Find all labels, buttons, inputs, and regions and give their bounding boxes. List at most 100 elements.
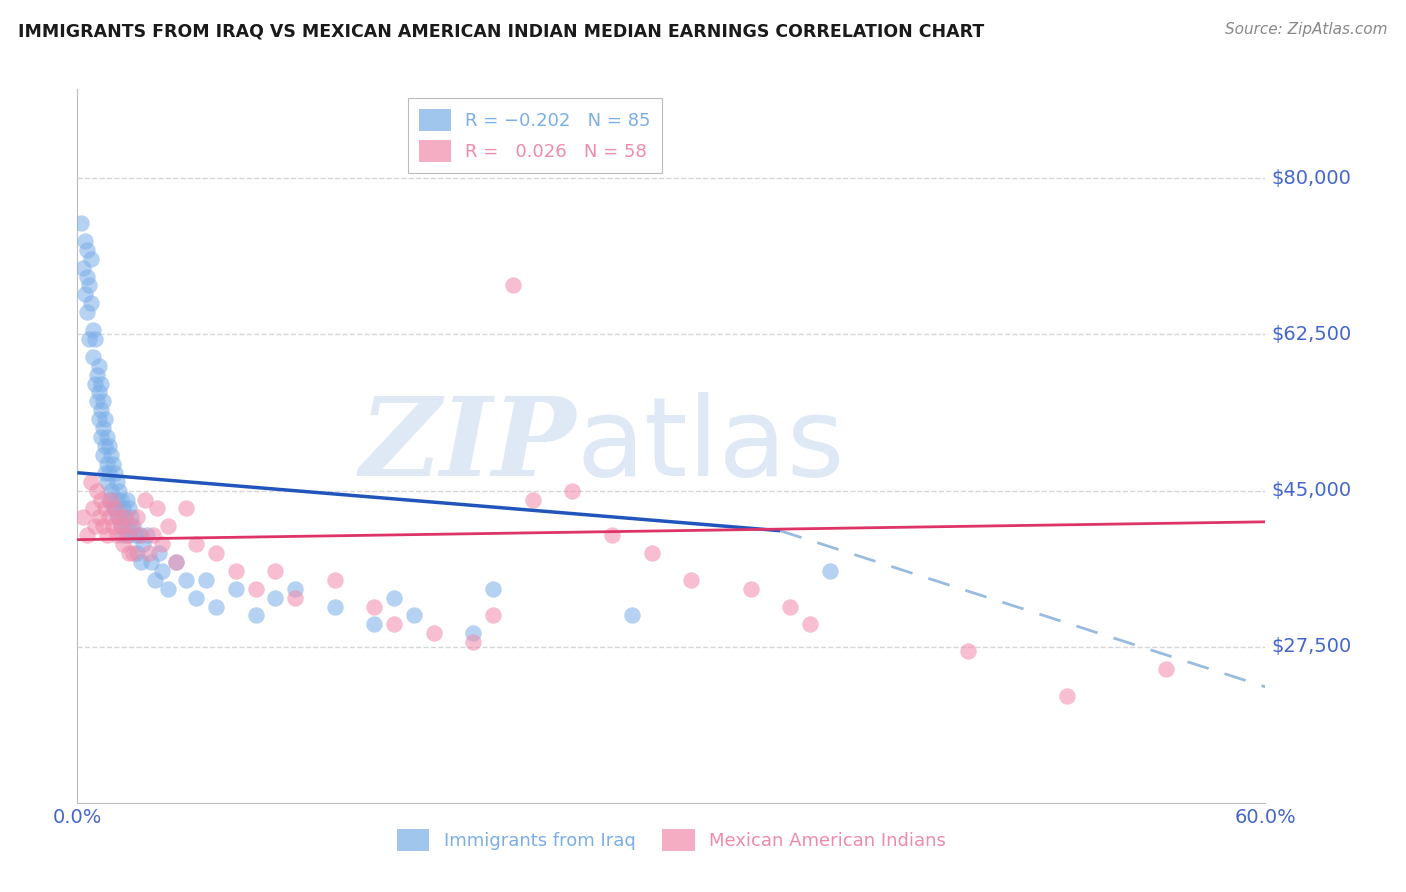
Point	[382, 617, 405, 632]
Point	[101, 519, 124, 533]
Point	[90, 376, 112, 391]
Point	[82, 350, 104, 364]
Point	[482, 608, 505, 623]
Point	[94, 439, 117, 453]
Point	[108, 483, 131, 498]
Point	[98, 466, 121, 480]
Text: $27,500: $27,500	[1271, 637, 1351, 657]
Point	[108, 510, 131, 524]
Point	[482, 582, 505, 596]
Point	[363, 617, 385, 632]
Point	[245, 608, 267, 623]
Point	[640, 546, 662, 560]
Point	[70, 216, 93, 230]
Point	[76, 243, 98, 257]
Point	[80, 475, 103, 489]
Point	[105, 510, 128, 524]
Point	[94, 501, 117, 516]
Point	[118, 501, 141, 516]
Point	[90, 403, 112, 417]
Point	[152, 564, 174, 578]
Point	[82, 323, 104, 337]
Point	[84, 376, 107, 391]
Point	[105, 528, 128, 542]
Point	[98, 439, 121, 453]
Point	[110, 492, 132, 507]
Point	[120, 519, 142, 533]
Point	[152, 537, 174, 551]
Point	[84, 519, 107, 533]
Point	[84, 332, 107, 346]
Point	[502, 278, 524, 293]
Text: Source: ZipAtlas.com: Source: ZipAtlas.com	[1225, 22, 1388, 37]
Point	[72, 510, 94, 524]
Point	[205, 599, 228, 614]
Text: $80,000: $80,000	[1271, 169, 1351, 188]
Point	[96, 457, 118, 471]
Point	[91, 448, 114, 462]
Point	[145, 501, 167, 516]
Point	[104, 501, 127, 516]
Point	[463, 626, 485, 640]
Point	[131, 537, 153, 551]
Point	[108, 510, 131, 524]
Point	[142, 528, 165, 542]
Text: atlas: atlas	[576, 392, 845, 500]
Point	[87, 510, 110, 524]
Point	[75, 234, 97, 248]
Point	[121, 519, 143, 533]
Point	[120, 510, 142, 524]
Point	[111, 537, 134, 551]
Point	[76, 269, 98, 284]
Point	[135, 528, 157, 542]
Point	[402, 608, 425, 623]
Point	[148, 546, 170, 560]
Point	[77, 278, 100, 293]
Point	[91, 421, 114, 435]
Point	[91, 519, 114, 533]
Point	[121, 546, 143, 560]
Point	[284, 582, 307, 596]
Point	[1156, 662, 1178, 676]
Point	[101, 457, 124, 471]
Point	[96, 475, 118, 489]
Point	[86, 394, 108, 409]
Point	[118, 546, 141, 560]
Point	[165, 555, 187, 569]
Legend: Immigrants from Iraq, Mexican American Indians: Immigrants from Iraq, Mexican American I…	[389, 822, 953, 858]
Point	[129, 528, 152, 542]
Point	[105, 492, 128, 507]
Point	[90, 430, 112, 444]
Point	[98, 510, 121, 524]
Point	[104, 501, 127, 516]
Point	[105, 475, 128, 489]
Point	[96, 430, 118, 444]
Point	[205, 546, 228, 560]
Point	[134, 492, 156, 507]
Point	[110, 519, 132, 533]
Point	[87, 385, 110, 400]
Point	[125, 546, 148, 560]
Point	[72, 260, 94, 275]
Point	[138, 546, 160, 560]
Point	[94, 466, 117, 480]
Point	[86, 483, 108, 498]
Point	[75, 287, 97, 301]
Point	[77, 332, 100, 346]
Point	[115, 492, 138, 507]
Point	[561, 483, 583, 498]
Point	[128, 528, 150, 542]
Point	[76, 528, 98, 542]
Point	[363, 599, 385, 614]
Point	[118, 528, 141, 542]
Point	[111, 528, 134, 542]
Point	[111, 501, 134, 516]
Point	[90, 492, 112, 507]
Point	[86, 368, 108, 382]
Point	[80, 252, 103, 266]
Point	[125, 510, 148, 524]
Point	[114, 510, 136, 524]
Point	[1056, 689, 1078, 703]
Point	[225, 564, 247, 578]
Point	[600, 528, 623, 542]
